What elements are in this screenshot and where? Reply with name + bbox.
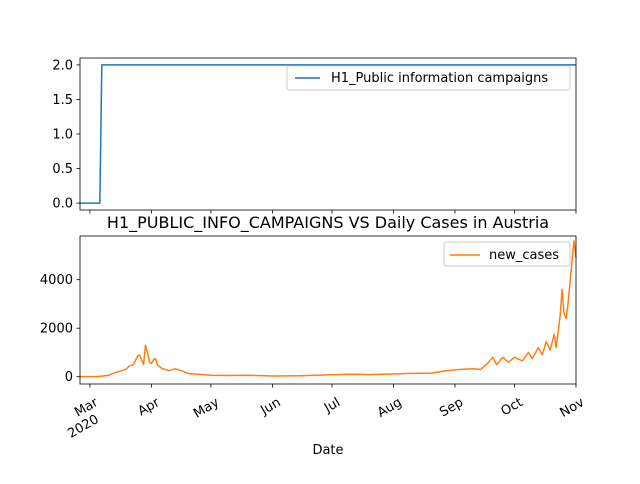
- subplot-top-legend: H1_Public information campaigns: [286, 65, 571, 91]
- legend-box: [286, 65, 571, 91]
- subplot-bottom-frame: [79, 235, 577, 385]
- y-tick-label: 2000: [40, 322, 73, 337]
- y-tick-label: 4000: [40, 273, 73, 288]
- y-tick-label: 0.0: [52, 197, 73, 212]
- legend-label: H1_Public information campaigns: [331, 71, 548, 86]
- x-tick-label: Jul: [321, 395, 343, 416]
- legend-box: [443, 241, 571, 267]
- subplot-top-frame: [79, 57, 577, 211]
- y-tick-label: 0: [65, 370, 73, 385]
- subplot-bottom-legend: new_cases: [443, 241, 571, 267]
- y-tick-label: 0.5: [52, 162, 73, 177]
- series-line-new-cases: [79, 240, 577, 378]
- subplot-bottom-y-ticks: 0 2000 4000: [40, 273, 80, 385]
- chart-title: H1_PUBLIC_INFO_CAMPAIGNS VS Daily Cases …: [107, 213, 549, 233]
- subplot-top-y-ticks: 0.0 0.5 1.0 1.5 2.0: [52, 58, 80, 212]
- subplot-top-x-ticks: [89, 210, 577, 214]
- subplot-bottom-data: [79, 240, 577, 378]
- y-tick-label: 1.5: [52, 93, 73, 108]
- y-tick-label: 1.0: [52, 128, 73, 143]
- x-axis-label: Date: [312, 443, 343, 458]
- y-tick-label: 2.0: [52, 58, 73, 73]
- legend-label: new_cases: [489, 248, 559, 263]
- subplot-top: 0.0 0.5 1.0 1.5 2.0 H1_Public information ca…: [52, 57, 577, 214]
- series-line-h1-public-info: [80, 64, 576, 204]
- subplot-top-data: [80, 64, 576, 204]
